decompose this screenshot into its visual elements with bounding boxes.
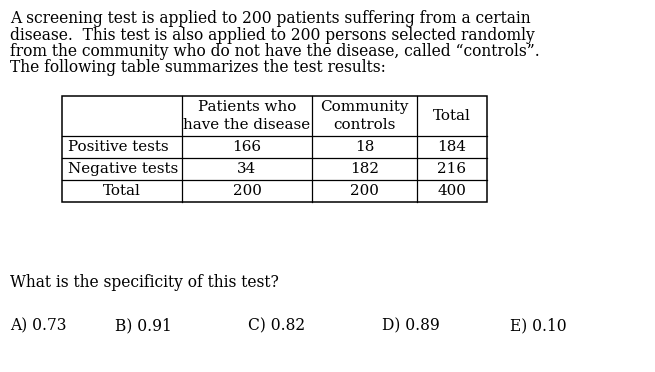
Text: 166: 166	[233, 140, 261, 154]
Text: A screening test is applied to 200 patients suffering from a certain: A screening test is applied to 200 patie…	[10, 10, 531, 27]
Text: Total: Total	[103, 184, 141, 198]
Text: Negative tests: Negative tests	[68, 162, 178, 176]
Text: C) 0.82: C) 0.82	[248, 317, 305, 334]
Text: Positive tests: Positive tests	[68, 140, 168, 154]
Text: Community
controls: Community controls	[320, 100, 409, 132]
Text: E) 0.10: E) 0.10	[510, 317, 567, 334]
Text: B) 0.91: B) 0.91	[115, 317, 172, 334]
Text: disease.  This test is also applied to 200 persons selected randomly: disease. This test is also applied to 20…	[10, 26, 534, 44]
Text: 216: 216	[438, 162, 466, 176]
Text: 182: 182	[350, 162, 379, 176]
Text: 18: 18	[355, 140, 374, 154]
Text: D) 0.89: D) 0.89	[382, 317, 440, 334]
Text: from the community who do not have the disease, called “controls”.: from the community who do not have the d…	[10, 43, 540, 60]
Text: Patients who
have the disease: Patients who have the disease	[183, 100, 310, 132]
Text: Total: Total	[433, 109, 471, 123]
Text: A) 0.73: A) 0.73	[10, 317, 67, 334]
Text: The following table summarizes the test results:: The following table summarizes the test …	[10, 60, 386, 77]
Text: 400: 400	[438, 184, 466, 198]
Text: What is the specificity of this test?: What is the specificity of this test?	[10, 274, 279, 291]
Text: 184: 184	[438, 140, 466, 154]
Text: 200: 200	[233, 184, 261, 198]
Bar	[62, 96, 487, 202]
Text: 200: 200	[350, 184, 379, 198]
Text: 34: 34	[237, 162, 257, 176]
